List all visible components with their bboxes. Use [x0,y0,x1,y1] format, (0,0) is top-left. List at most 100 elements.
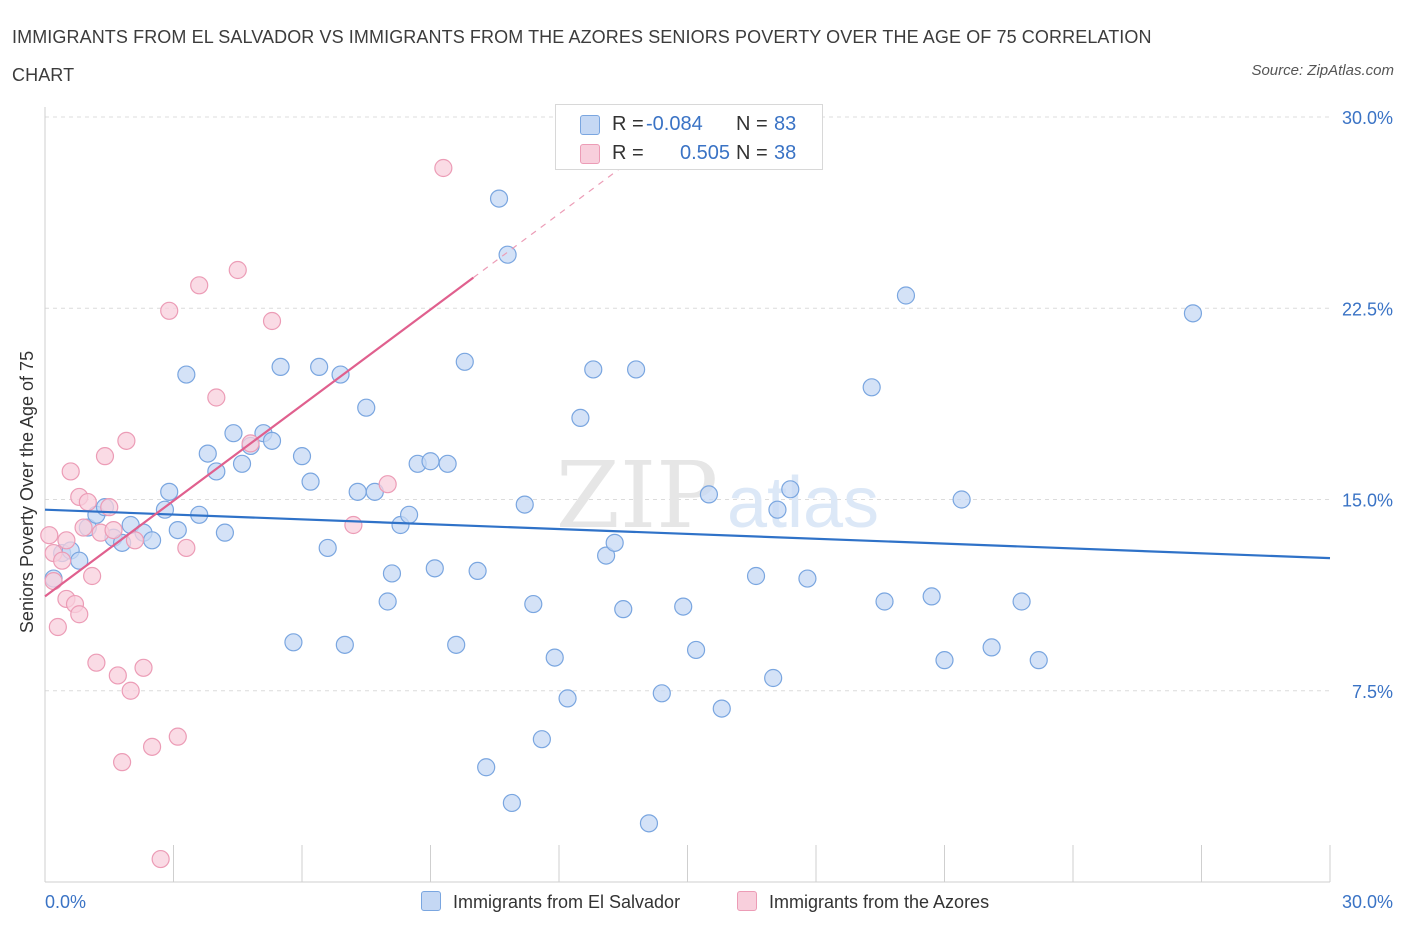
point-el-salvador [571,408,590,427]
point-azores [262,311,282,331]
point-azores [378,475,397,494]
point-el-salvador [262,431,282,450]
y-tick-label: 22.5% [1342,299,1393,319]
legend-n-label: N = [736,142,768,164]
point-el-salvador [524,594,543,614]
point-el-salvador [318,538,337,558]
legend-r-value: -0.084 [646,113,703,135]
point-azores [151,849,170,869]
legend-label-azores: Immigrants from the Azores [769,892,990,912]
point-el-salvador [292,447,312,466]
point-el-salvador [142,531,162,550]
point-el-salvador [177,365,196,384]
point-el-salvador [626,360,646,379]
point-azores [117,431,136,450]
legend-n-label: N = [736,113,768,135]
point-el-salvador [699,485,719,504]
point-el-salvador [455,352,474,371]
point-el-salvador [502,793,521,813]
legend-label-el-salvador: Immigrants from El Salvador [453,892,681,912]
point-azores [434,158,453,178]
legend-r-value: 0.505 [680,142,731,164]
legend-swatch-azores [580,144,600,164]
point-el-salvador [477,758,496,777]
point-el-salvador [357,398,376,417]
y-tick-label: 30.0% [1342,108,1393,128]
point-el-salvador [896,286,916,305]
point-azores [168,727,187,746]
point-azores [70,605,89,624]
point-azores [121,681,140,700]
point-azores [95,447,115,466]
legend-n-value: 83 [774,113,797,135]
point-azores [61,462,80,481]
source-label: Source: ZipAtlas.com [1251,62,1394,79]
trend-line-azores [44,276,474,598]
legend-r-label: R = [612,113,644,135]
watermark-atlas: atlas [727,463,879,543]
point-el-salvador [781,480,800,499]
point-el-salvador [301,472,320,491]
watermark: ZIP atlas [556,442,879,549]
legend-swatch-el-salvador [421,891,441,911]
point-azores [53,551,72,570]
y-tick-label: 15.0% [1342,491,1393,511]
point-el-salvador [982,638,1001,657]
point-azores [177,538,196,558]
point-azores [78,492,97,512]
point-el-salvador [378,592,397,611]
point-azores [228,260,247,280]
point-el-salvador [348,482,367,501]
point-azores [104,520,123,540]
point-el-salvador [489,189,509,208]
chart-title: IMMIGRANTS FROM EL SALVADOR VS IMMIGRANT… [12,27,1152,85]
point-el-salvador [207,462,226,481]
point-azores [74,518,93,537]
point-el-salvador [532,730,551,749]
point-el-salvador [438,454,457,473]
point-el-salvador [764,668,783,688]
point-el-salvador [335,635,354,654]
point-azores [190,276,209,295]
point-el-salvador [614,600,633,619]
point-el-salvador [447,635,466,654]
point-el-salvador [1012,592,1031,611]
point-el-salvador [952,490,971,509]
point-el-salvador [558,689,577,708]
x-tick-label: 0.0% [45,892,86,912]
point-el-salvador [712,699,731,718]
point-el-salvador [862,378,881,397]
point-azores [87,653,106,672]
point-el-salvador [875,592,894,611]
point-el-salvador [198,444,217,463]
point-el-salvador [468,561,487,581]
point-el-salvador [686,640,706,660]
trend-lines [44,149,1331,598]
tick-labels: 7.5% 15.0% 22.5% 30.0% 0.0% 30.0% [45,108,1393,912]
correlation-legend: R = -0.084 N = 83 R = 0.505 N = 38 [555,104,823,170]
legend-item-el-salvador: Immigrants from El Salvador [421,889,680,915]
point-azores [134,658,153,677]
point-el-salvador [160,482,179,501]
legend-item-azores: Immigrants from the Azores [737,889,989,915]
point-el-salvador [224,424,243,443]
point-el-salvador [584,360,603,379]
x-tick-label: 30.0% [1342,892,1393,912]
point-el-salvador [515,495,534,514]
axes [44,107,1331,883]
point-azores [83,566,102,586]
point-azores [57,531,76,550]
point-el-salvador [652,684,671,703]
point-el-salvador [421,452,440,471]
point-azores [125,531,145,550]
point-el-salvador [597,546,616,565]
point-el-salvador [215,523,234,542]
point-azores [44,571,63,591]
point-el-salvador [498,245,517,264]
point-azores [160,301,179,320]
point-azores [142,737,162,756]
point-el-salvador [639,814,659,833]
point-el-salvador [399,505,419,524]
point-azores [207,388,226,407]
